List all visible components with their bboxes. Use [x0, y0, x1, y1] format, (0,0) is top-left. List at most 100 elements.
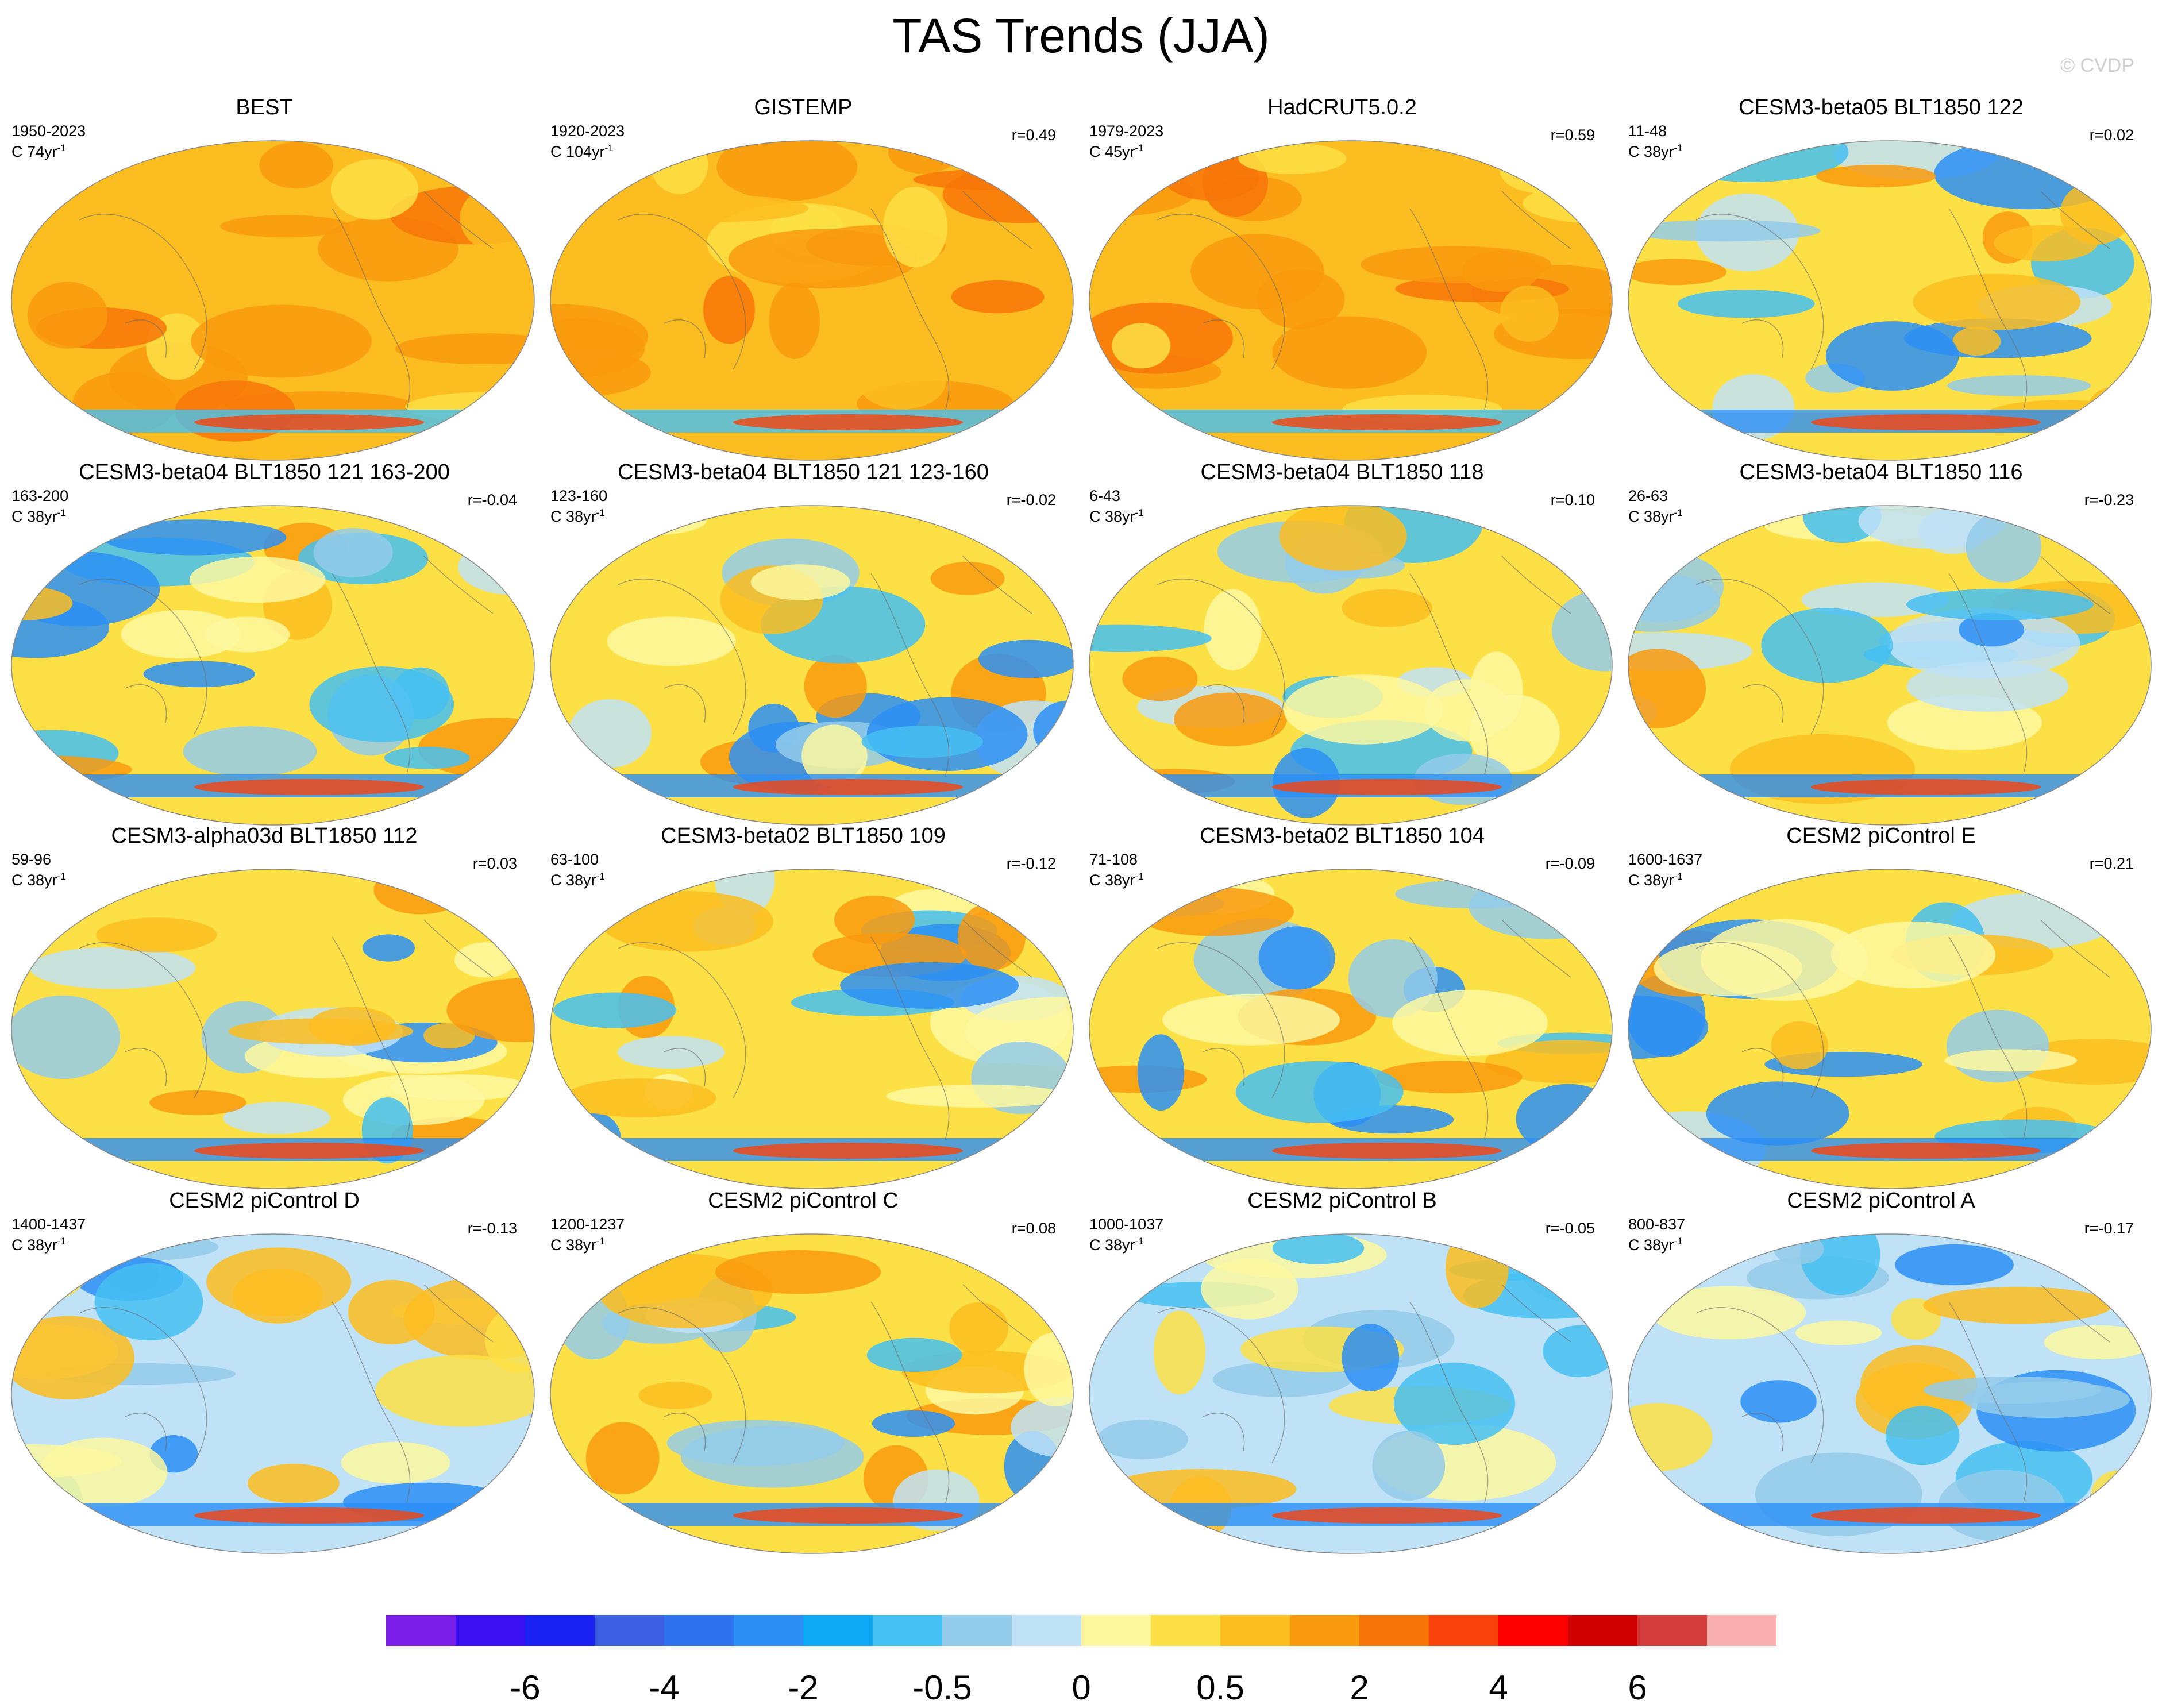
- panel-years: 1600-1637: [1628, 851, 1703, 868]
- world-map: [1089, 1233, 1613, 1554]
- trend-length-exponent: -1: [596, 1236, 605, 1247]
- map-panel: CESM3-beta05 BLT1850 122 11-48 C 38yr-1 r=0…: [1617, 95, 2152, 461]
- map-panel: BEST 1950-2023 C 74yr-1: [0, 95, 535, 461]
- world-map: [1628, 140, 2152, 461]
- map-panel: CESM2 piControl D 1400-1437 C 38yr-1 r=-0.1…: [0, 1188, 535, 1554]
- trend-length-text: C 38yr: [1628, 872, 1674, 889]
- panel-years: 26-63: [1628, 487, 1668, 504]
- map-outline: [1089, 140, 1613, 461]
- world-map: [1628, 1233, 2152, 1554]
- panel-trend-length: C 38yr-1: [1628, 504, 1683, 525]
- panel-title: CESM3-beta05 BLT1850 122: [1739, 95, 2024, 119]
- colorbar-label: 2: [1350, 1668, 1369, 1707]
- pattern-correlation: r=0.02: [2089, 126, 2134, 144]
- trend-length-text: C 38yr: [550, 872, 596, 889]
- trend-length-text: C 38yr: [11, 872, 57, 889]
- colorbar-swatch: [1081, 1615, 1151, 1646]
- colorbar-swatch: [1012, 1615, 1081, 1646]
- panel-title: CESM3-beta02 BLT1850 109: [661, 824, 946, 848]
- trend-length-text: C 38yr: [1089, 508, 1135, 525]
- panel-trend-length: C 38yr-1: [550, 504, 605, 525]
- map-outline: [1628, 1233, 2152, 1554]
- panel-years: 6-43: [1089, 487, 1121, 504]
- map-panel: CESM3-beta04 BLT1850 121 163-200 163-200 C…: [0, 460, 535, 826]
- map-outline: [550, 140, 1074, 461]
- world-map: [11, 1233, 535, 1554]
- trend-length-exponent: -1: [1135, 507, 1144, 518]
- pattern-correlation: r=-0.12: [1006, 855, 1056, 872]
- main-title: TAS Trends (JJA): [892, 9, 1270, 63]
- panel-trend-length: C 38yr-1: [11, 1233, 66, 1254]
- panel-trend-length: C 38yr-1: [11, 868, 66, 889]
- world-map: [550, 1233, 1074, 1554]
- map-outline: [11, 505, 535, 826]
- panel-trend-length: C 45yr-1: [1089, 140, 1144, 160]
- panel-years: 11-48: [1628, 122, 1667, 140]
- colorbar-swatch: [1220, 1615, 1290, 1646]
- trend-length-exponent: -1: [596, 871, 605, 882]
- trend-length-exponent: -1: [596, 507, 605, 518]
- panel-years: 123-160: [550, 487, 608, 504]
- trend-length-text: C 38yr: [1628, 1236, 1674, 1254]
- panel-trend-length: C 104yr-1: [550, 140, 614, 160]
- pattern-correlation: r=0.03: [472, 855, 517, 872]
- pattern-correlation: r=0.49: [1011, 126, 1056, 144]
- map-outline: [1089, 869, 1613, 1189]
- world-map: [1089, 140, 1613, 461]
- map-panel: CESM3-beta04 BLT1850 121 123-160 123-160 C…: [539, 460, 1074, 826]
- trend-length-text: C 38yr: [1628, 508, 1674, 525]
- trend-length-text: C 45yr: [1089, 143, 1135, 160]
- map-panel: CESM2 piControl E 1600-1637 C 38yr-1 r=0.21: [1617, 823, 2152, 1189]
- panel-title: CESM3-beta04 BLT1850 121 163-200: [79, 460, 450, 484]
- panel-title: CESM3-beta04 BLT1850 118: [1200, 460, 1484, 484]
- colorbar-swatch: [1637, 1615, 1707, 1646]
- pattern-correlation: r=0.59: [1550, 126, 1595, 144]
- trend-length-text: C 38yr: [11, 508, 57, 525]
- world-map: [1089, 869, 1613, 1189]
- pattern-correlation: r=-0.05: [1545, 1220, 1595, 1237]
- trend-length-text: C 104yr: [550, 143, 605, 160]
- panel-title: CESM2 piControl B: [1247, 1189, 1437, 1213]
- colorbar-label: -4: [649, 1668, 680, 1707]
- panel-title: CESM3-beta02 BLT1850 104: [1200, 824, 1485, 848]
- map-outline: [11, 869, 535, 1189]
- panel-years: 63-100: [550, 851, 599, 868]
- pattern-correlation: r=0.21: [2089, 855, 2134, 872]
- panel-trend-length: C 38yr-1: [1628, 868, 1683, 889]
- colorbar-swatch: [664, 1615, 734, 1646]
- cvdp-watermark: © CVDP: [2060, 55, 2134, 76]
- colorbar-label: 0.5: [1196, 1668, 1244, 1707]
- trend-length-exponent: -1: [1674, 1236, 1683, 1247]
- panel-title: CESM2 piControl E: [1786, 824, 1976, 848]
- panel-title: HadCRUT5.0.2: [1267, 95, 1417, 119]
- panel-years: 1920-2023: [550, 122, 625, 140]
- colorbar-swatch: [595, 1615, 664, 1646]
- map-outline: [1628, 140, 2152, 461]
- panel-trend-length: C 38yr-1: [11, 504, 66, 525]
- trend-length-text: C 74yr: [11, 143, 57, 160]
- map-panel: GISTEMP 1920-2023 C 104yr-1 r=0.49: [539, 95, 1074, 461]
- colorbar-swatch: [525, 1615, 595, 1646]
- panel-title: CESM3-alpha03d BLT1850 112: [111, 824, 418, 848]
- panel-title: BEST: [236, 95, 293, 119]
- colorbar-label: -0.5: [912, 1668, 972, 1707]
- panel-years: 1000-1037: [1089, 1216, 1164, 1233]
- map-outline: [1089, 505, 1613, 826]
- map-panel: CESM3-alpha03d BLT1850 112 59-96 C 38yr-1 r…: [0, 823, 535, 1189]
- colorbar-swatch: [1707, 1615, 1776, 1646]
- map-outline: [1628, 869, 2152, 1189]
- colorbar-label: 0: [1072, 1668, 1091, 1707]
- colorbar-swatch: [1151, 1615, 1220, 1646]
- pattern-correlation: r=-0.02: [1006, 491, 1056, 508]
- panel-years: 163-200: [11, 487, 69, 504]
- panel-trend-length: C 74yr-1: [11, 140, 66, 160]
- map-panel: CESM3-beta04 BLT1850 116 26-63 C 38yr-1 r=-…: [1617, 460, 2152, 826]
- map-panel: CESM2 piControl C 1200-1237 C 38yr-1 r=0.08: [539, 1188, 1074, 1554]
- map-panel: CESM3-beta04 BLT1850 118 6-43 C 38yr-1 r=0.…: [1078, 460, 1613, 826]
- panel-title: CESM2 piControl C: [708, 1189, 899, 1213]
- trend-length-exponent: -1: [1674, 871, 1683, 882]
- map-outline: [1089, 1233, 1613, 1554]
- pattern-correlation: r=-0.13: [467, 1220, 517, 1237]
- world-map: [550, 869, 1074, 1189]
- panel-years: 71-108: [1089, 851, 1138, 868]
